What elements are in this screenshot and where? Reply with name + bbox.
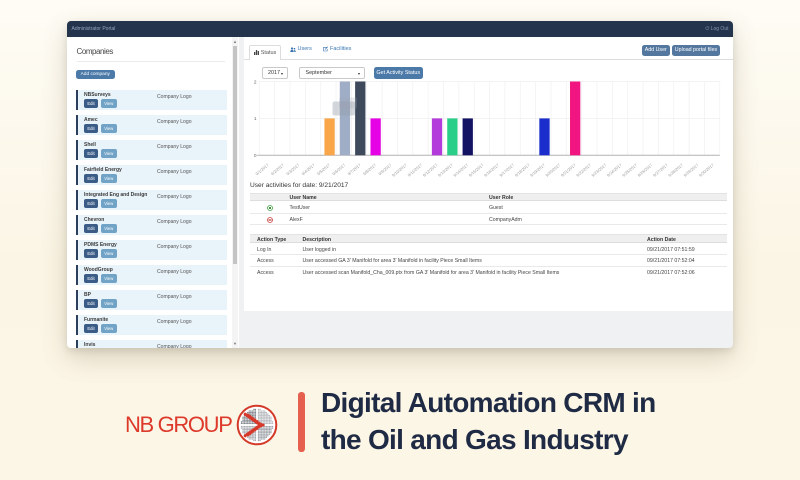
- svg-text:9/23/2017: 9/23/2017: [590, 162, 607, 178]
- svg-text:9/18/2017: 9/18/2017: [513, 162, 530, 178]
- svg-text:9/10/2017: 9/10/2017: [390, 162, 407, 178]
- svg-text:9/8/2017: 9/8/2017: [361, 162, 377, 176]
- svg-text:9/12/2017: 9/12/2017: [421, 162, 438, 178]
- svg-text:9/24/2017: 9/24/2017: [605, 162, 622, 178]
- svg-text:9/30/2017: 9/30/2017: [697, 162, 714, 178]
- svg-text:9/16/2017: 9/16/2017: [483, 162, 500, 178]
- svg-text:9/14/2017: 9/14/2017: [452, 162, 469, 178]
- svg-text:9/3/2017: 9/3/2017: [285, 162, 301, 176]
- svg-text:9/13/2017: 9/13/2017: [436, 162, 453, 178]
- svg-text:9/5/2017: 9/5/2017: [315, 162, 331, 176]
- svg-text:9/27/2017: 9/27/2017: [651, 162, 668, 178]
- svg-text:9/7/2017: 9/7/2017: [346, 162, 362, 176]
- svg-text:9/6/2017: 9/6/2017: [331, 162, 347, 176]
- svg-text:9/15/2017: 9/15/2017: [467, 162, 484, 178]
- svg-text:1: 1: [253, 116, 256, 122]
- svg-text:9/19/2017: 9/19/2017: [529, 162, 546, 178]
- svg-text:9/1/2017: 9/1/2017: [254, 162, 270, 176]
- svg-text:9/17/2017: 9/17/2017: [498, 162, 515, 178]
- svg-text:9/11/2017: 9/11/2017: [406, 162, 423, 178]
- svg-text:9/2/2017: 9/2/2017: [269, 162, 285, 176]
- svg-text:9/26/2017: 9/26/2017: [636, 162, 653, 178]
- svg-text:0: 0: [253, 153, 256, 159]
- svg-text:9/21/2017: 9/21/2017: [559, 162, 576, 178]
- svg-text:9/25/2017: 9/25/2017: [621, 162, 638, 178]
- svg-text:9/22/2017: 9/22/2017: [575, 162, 592, 178]
- svg-text:9/29/2017: 9/29/2017: [682, 162, 699, 178]
- svg-text:9/28/2017: 9/28/2017: [667, 162, 684, 178]
- svg-text:9/20/2017: 9/20/2017: [544, 162, 561, 178]
- svg-text:9/4/2017: 9/4/2017: [300, 162, 316, 176]
- svg-text:2: 2: [253, 79, 256, 85]
